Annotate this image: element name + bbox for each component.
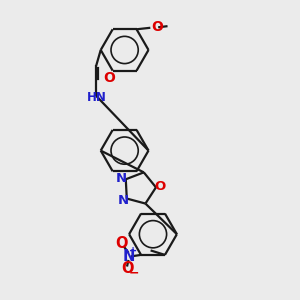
Text: O: O [116, 236, 128, 251]
Text: HN: HN [87, 91, 106, 104]
Text: N: N [122, 249, 135, 264]
Text: O: O [154, 180, 166, 193]
Text: +: + [129, 246, 137, 256]
Text: O: O [121, 261, 133, 276]
Text: O: O [103, 71, 115, 85]
Text: N: N [118, 194, 129, 207]
Text: N: N [116, 172, 127, 184]
Text: O: O [152, 20, 164, 34]
Text: −: − [128, 266, 139, 279]
